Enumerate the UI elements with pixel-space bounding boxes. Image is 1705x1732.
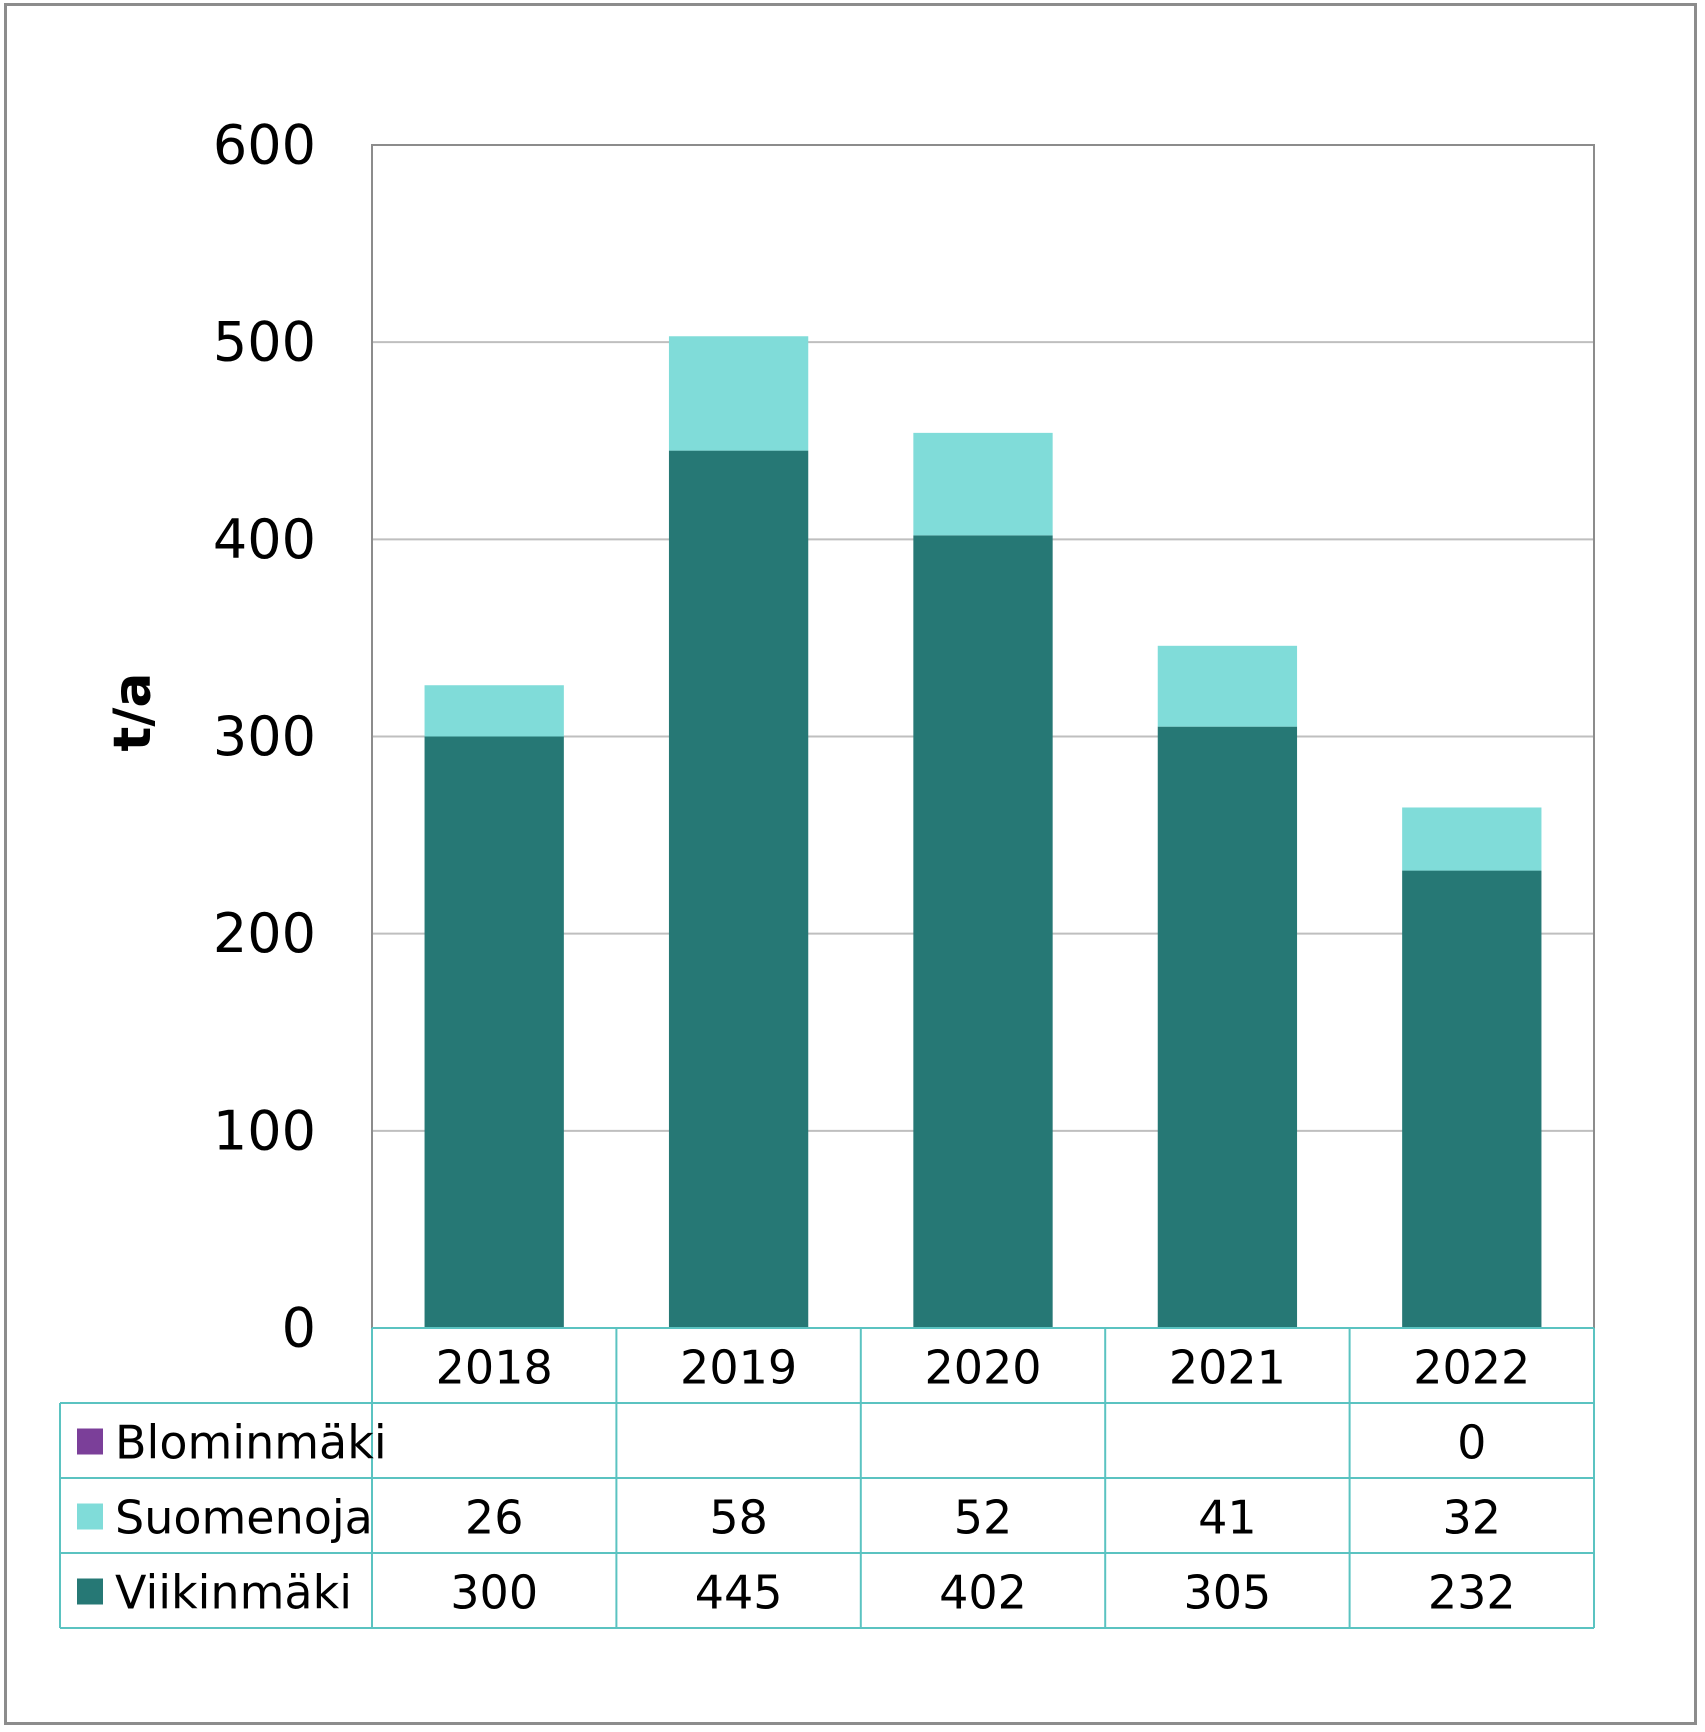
bar-suomenoja-2019 — [668, 336, 809, 451]
x-tick-label-2020: 2020 — [924, 1341, 1041, 1395]
data-label-suomenoja-2022: 32 — [1443, 1491, 1502, 1545]
legend-swatch-blominm-ki — [77, 1428, 103, 1455]
y-tick-label-300: 300 — [213, 705, 316, 768]
bar-viikinm-ki-2022 — [1402, 870, 1542, 1328]
data-label-suomenoja-2018: 26 — [465, 1491, 524, 1545]
bars — [424, 336, 1542, 1328]
data-label-viikinm-ki-2019: 445 — [695, 1566, 783, 1620]
data-label-suomenoja-2021: 41 — [1198, 1491, 1257, 1545]
legend-label-viikinm-ki: Viikinmäki — [115, 1566, 352, 1620]
data-label-suomenoja-2020: 52 — [954, 1491, 1013, 1545]
y-tick-label-600: 600 — [213, 114, 316, 177]
data-label-suomenoja-2019: 58 — [709, 1491, 768, 1545]
data-label-blominm-ki-2022: 0 — [1457, 1416, 1486, 1470]
y-tick-label-100: 100 — [213, 1099, 316, 1162]
bar-suomenoja-2020 — [913, 432, 1053, 536]
data-label-viikinm-ki-2021: 305 — [1183, 1566, 1271, 1620]
bar-suomenoja-2022 — [1402, 807, 1542, 871]
y-axis-ticks: 0 100 200 300 400 500 600 — [213, 114, 316, 1360]
x-tick-label-2018: 2018 — [436, 1341, 553, 1395]
legend-label-blominm-ki: Blominmäki — [115, 1416, 387, 1470]
bar-viikinm-ki-2020 — [913, 535, 1053, 1328]
bar-viikinm-ki-2021 — [1157, 726, 1298, 1328]
bar-viikinm-ki-2019 — [668, 450, 809, 1328]
y-axis-label: t/a — [103, 673, 163, 752]
bar-suomenoja-2021 — [1157, 645, 1298, 727]
legend-swatch-viikinm-ki — [77, 1578, 103, 1605]
data-label-viikinm-ki-2018: 300 — [450, 1566, 538, 1620]
y-tick-label-0: 0 — [282, 1297, 316, 1360]
y-tick-label-500: 500 — [213, 311, 316, 374]
x-tick-label-2019: 2019 — [680, 1341, 797, 1395]
y-tick-label-400: 400 — [213, 508, 316, 571]
data-label-viikinm-ki-2022: 232 — [1428, 1566, 1516, 1620]
data-label-viikinm-ki-2020: 402 — [939, 1566, 1027, 1620]
data-table: 2018 2019 2020 2021 2022 Blominmäki 0 Suomenoja… — [59, 1327, 1595, 1629]
bar-viikinm-ki-2018 — [424, 736, 564, 1328]
y-tick-label-200: 200 — [213, 902, 316, 965]
x-tick-label-2022: 2022 — [1413, 1341, 1530, 1395]
bar-suomenoja-2018 — [424, 685, 564, 737]
legend-label-suomenoja: Suomenoja — [115, 1491, 373, 1545]
legend-swatch-suomenoja — [77, 1503, 103, 1530]
x-tick-label-2021: 2021 — [1169, 1341, 1286, 1395]
